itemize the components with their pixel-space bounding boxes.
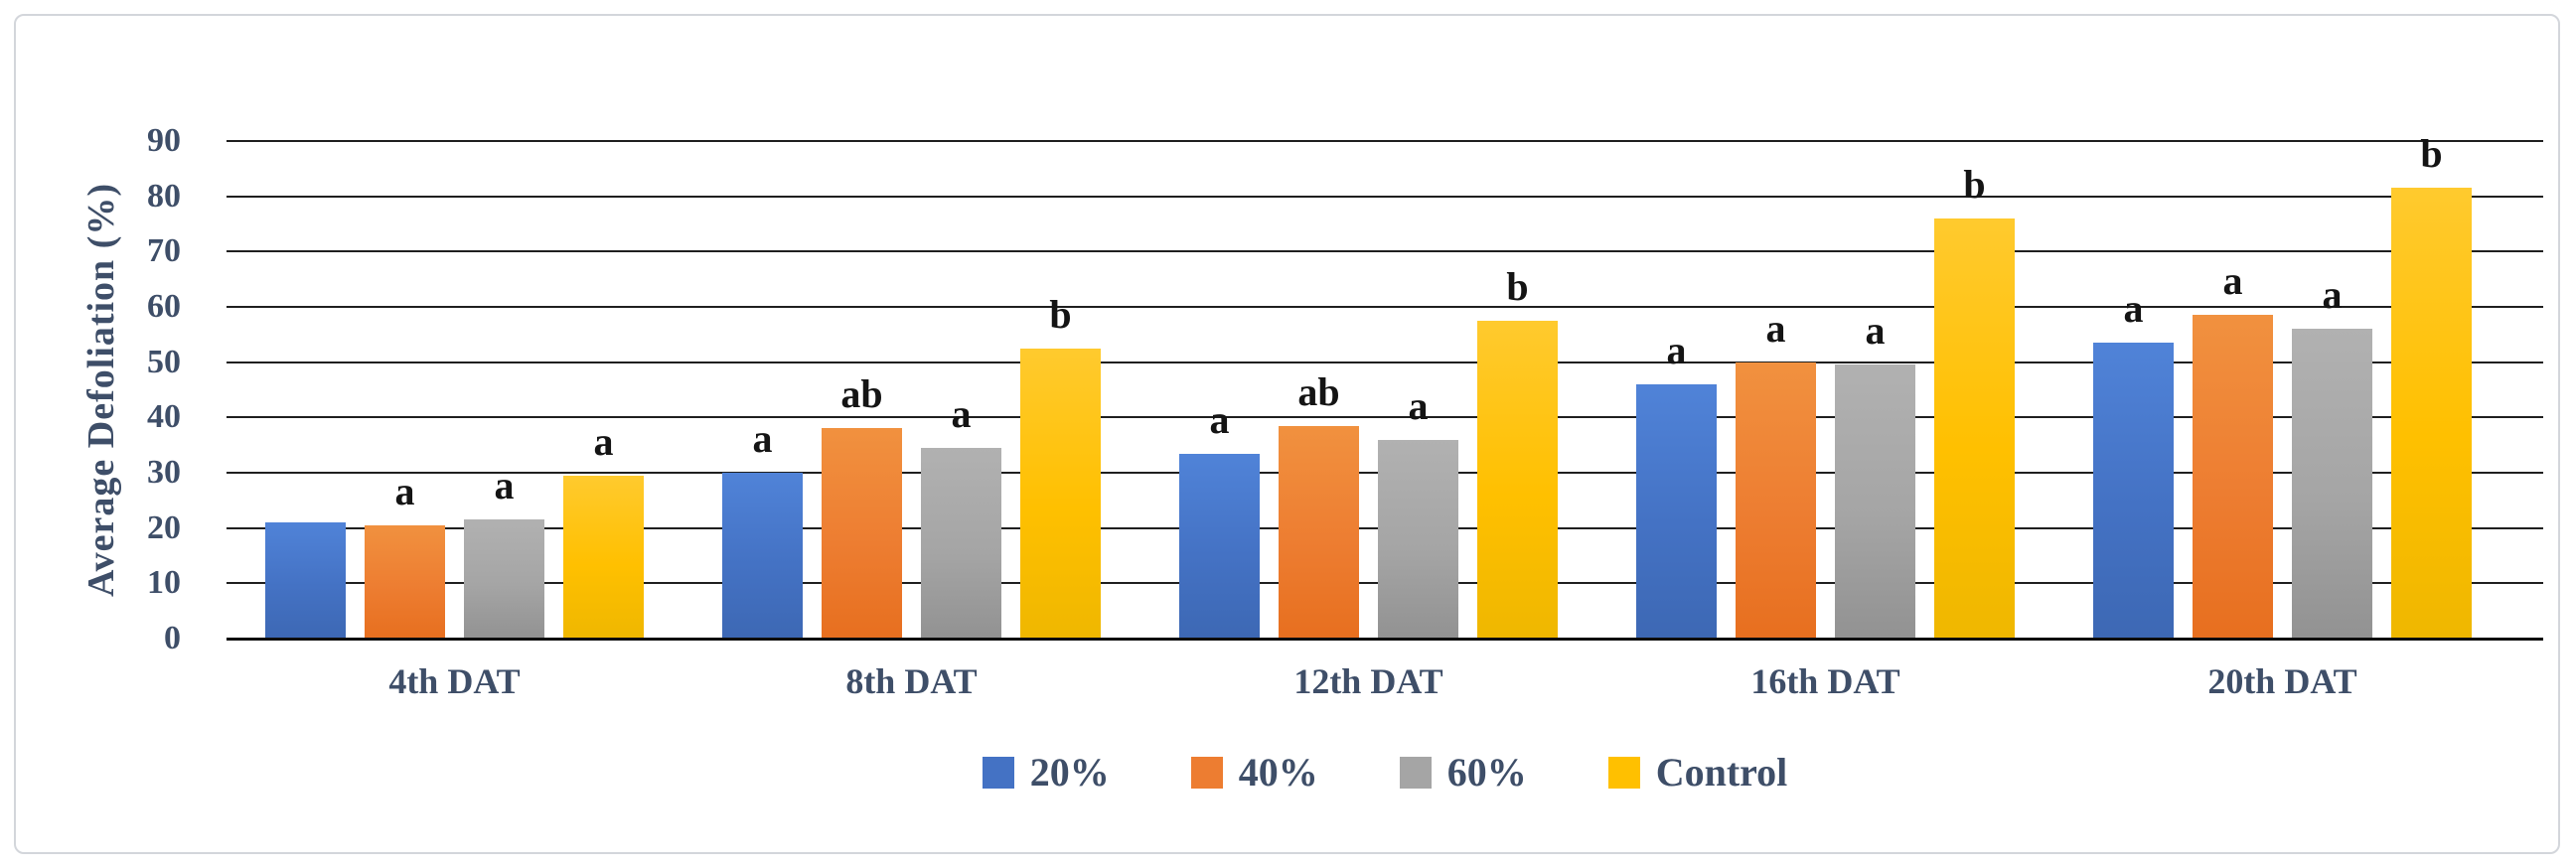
- legend: 20% 40% 60% Control: [227, 743, 2543, 802]
- sig-letter-20-20th-dat: a: [2123, 286, 2144, 332]
- y-tick-label-40: 40: [147, 398, 181, 436]
- y-tick-label-60: 60: [147, 288, 181, 325]
- sig-letter-control-4th-dat: a: [593, 418, 614, 464]
- bar-40-20th-dat: [2193, 315, 2273, 639]
- bar-60-8th-dat: [921, 447, 1001, 639]
- legend-label-60: 60%: [1446, 750, 1527, 795]
- y-tick-label-10: 10: [147, 564, 181, 602]
- x-axis-line: [227, 638, 2543, 641]
- y-tick-label-50: 50: [147, 343, 181, 380]
- bar-control-12th-dat: [1477, 320, 1558, 639]
- y-tick-label-20: 20: [147, 508, 181, 546]
- sig-letter-20-16th-dat: a: [1666, 327, 1687, 372]
- sig-letter-60-8th-dat: a: [951, 390, 972, 436]
- sig-letter-40-12th-dat: ab: [1297, 368, 1340, 414]
- gridline-y80: [227, 195, 2543, 198]
- x-axis-label-20th-dat: 20th DAT: [2207, 661, 2357, 701]
- sig-letter-40-20th-dat: a: [2222, 258, 2243, 304]
- sig-letter-control-12th-dat: b: [1506, 263, 1529, 309]
- x-axis-label-4th-dat: 4th DAT: [388, 661, 521, 701]
- bar-20-4th-dat: [265, 522, 346, 639]
- x-axis-label-8th-dat: 8th DAT: [845, 661, 978, 701]
- sig-letter-40-16th-dat: a: [1765, 305, 1786, 351]
- bar-20-8th-dat: [722, 473, 803, 639]
- sig-letter-control-8th-dat: b: [1049, 291, 1072, 337]
- bar-40-12th-dat: [1279, 425, 1359, 639]
- sig-letter-20-12th-dat: a: [1209, 396, 1230, 442]
- bar-control-20th-dat: [2391, 188, 2472, 639]
- bar-control-16th-dat: [1934, 217, 2015, 639]
- sig-letter-60-4th-dat: a: [494, 463, 515, 508]
- bar-control-4th-dat: [563, 475, 644, 639]
- bar-60-20th-dat: [2292, 329, 2372, 639]
- y-tick-label-0: 0: [164, 620, 181, 656]
- sig-letter-60-16th-dat: a: [1865, 308, 1886, 354]
- legend-item-20: 20%: [982, 750, 1110, 795]
- gridline-y40: [227, 416, 2543, 419]
- legend-item-40: 40%: [1190, 750, 1318, 795]
- sig-letter-60-20th-dat: a: [2322, 272, 2343, 318]
- bar-20-16th-dat: [1636, 383, 1717, 639]
- gridline-y90: [227, 140, 2543, 142]
- y-tick-label-90: 90: [147, 122, 181, 159]
- legend-swatch-40: [1190, 757, 1223, 789]
- bar-control-8th-dat: [1020, 348, 1101, 639]
- sig-letter-20-8th-dat: a: [752, 416, 773, 461]
- sig-letter-60-12th-dat: a: [1408, 382, 1429, 428]
- sig-letter-40-4th-dat: a: [394, 468, 415, 513]
- gridline-y50: [227, 361, 2543, 363]
- sig-letter-40-8th-dat: ab: [840, 371, 883, 417]
- legend-swatch-60: [1399, 757, 1432, 789]
- legend-swatch-20: [982, 757, 1014, 789]
- y-tick-label-70: 70: [147, 232, 181, 270]
- sig-letter-control-16th-dat: b: [1963, 161, 1986, 207]
- legend-label-control: Control: [1655, 750, 1788, 795]
- bar-60-4th-dat: [464, 519, 544, 639]
- bar-40-8th-dat: [822, 428, 902, 639]
- legend-item-60: 60%: [1399, 750, 1527, 795]
- y-tick-label-30: 30: [147, 454, 181, 491]
- y-axis-title: Average Defoliation (%): [72, 141, 131, 639]
- bar-40-4th-dat: [365, 524, 445, 639]
- legend-label-20: 20%: [1029, 750, 1110, 795]
- bar-60-12th-dat: [1378, 439, 1458, 639]
- bar-20-20th-dat: [2093, 343, 2174, 639]
- sig-letter-control-20th-dat: b: [2420, 131, 2443, 177]
- bar-20-12th-dat: [1179, 453, 1260, 639]
- bar-40-16th-dat: [1736, 362, 1816, 639]
- bar-60-16th-dat: [1835, 364, 1915, 639]
- x-axis-label-12th-dat: 12th DAT: [1293, 661, 1443, 701]
- legend-item-control: Control: [1607, 750, 1788, 795]
- gridline-y70: [227, 250, 2543, 253]
- gridline-y60: [227, 306, 2543, 308]
- x-axis-label-16th-dat: 16th DAT: [1750, 661, 1900, 701]
- y-tick-label-80: 80: [147, 177, 181, 215]
- legend-label-40: 40%: [1238, 750, 1318, 795]
- legend-swatch-control: [1607, 757, 1640, 789]
